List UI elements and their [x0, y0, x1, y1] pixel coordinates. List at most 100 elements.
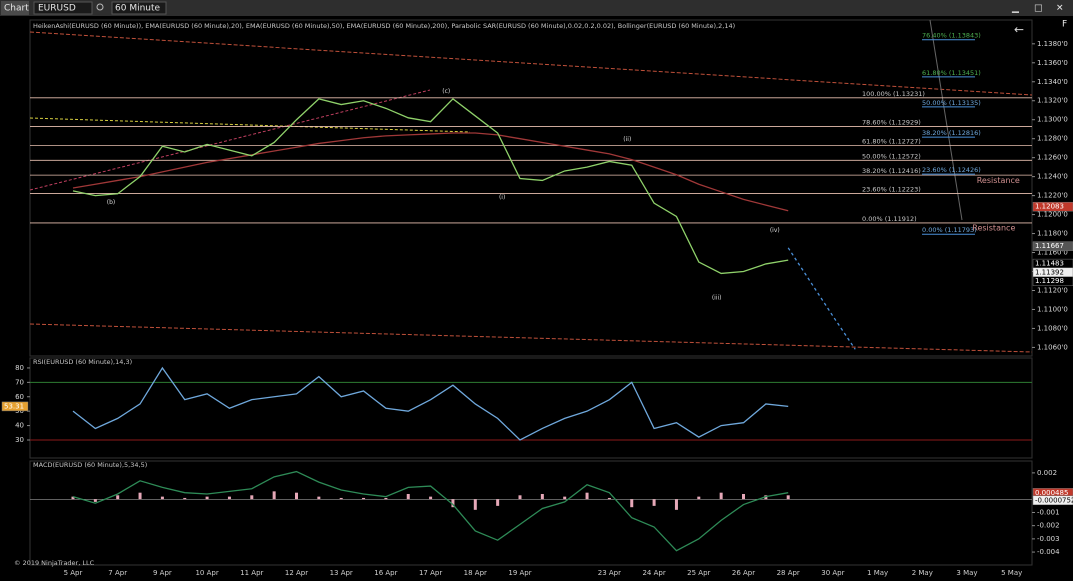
histogram-bar: [362, 497, 366, 500]
value-box-label: 1.11667: [1035, 242, 1064, 250]
macd-panel: [29, 460, 1033, 566]
fib-label: 50.00% (1.12572): [862, 152, 921, 160]
y-tick-label: 0.002: [1037, 469, 1057, 477]
value-box: [1, 401, 29, 412]
histogram-bar: [518, 495, 522, 500]
fib-label: 0.00% (1.11912): [862, 215, 917, 223]
value-box: [1032, 241, 1073, 251]
search-icon[interactable]: [96, 3, 104, 11]
x-tick-label: 18 Apr: [464, 569, 487, 577]
fib-label: 78.60% (1.12929): [862, 118, 921, 126]
value-box: [1032, 495, 1073, 506]
x-tick-label: 10 Apr: [195, 569, 218, 577]
x-tick-label: 13 Apr: [330, 569, 353, 577]
y-tick-label: -0.001: [1037, 508, 1060, 516]
histogram-bar: [540, 493, 544, 500]
histogram-bar: [451, 499, 455, 508]
histogram-bar: [93, 499, 97, 502]
annotation: Resistance: [972, 223, 1015, 232]
annotation: (b): [107, 199, 116, 206]
histogram-bar: [317, 496, 321, 500]
histogram-bar: [339, 497, 343, 500]
x-tick-label: 12 Apr: [285, 569, 308, 577]
x-tick-label: 17 Apr: [419, 569, 442, 577]
annotation: (iv): [770, 227, 780, 234]
trend-line: [29, 89, 431, 191]
y-tick-label: 1.1100'0: [1037, 305, 1068, 313]
annotation: Resistance: [977, 176, 1020, 185]
histogram-bar: [272, 491, 276, 500]
y-tick-label: 1.1120'0: [1037, 286, 1068, 294]
series-line: [787, 247, 856, 350]
price-panel: [29, 19, 1033, 357]
histogram-bar: [496, 499, 500, 506]
value-box-label: 1.12083: [1035, 203, 1064, 211]
histogram-bar: [227, 496, 231, 500]
fib-extension-label: 50.00% (1.13135): [922, 99, 981, 107]
minimize-button[interactable]: ▁: [1011, 4, 1020, 14]
x-tick-label: 1 May: [867, 569, 888, 577]
y-tick-label: 40: [15, 422, 24, 430]
fib-label: 38.20% (1.12416): [862, 167, 921, 175]
histogram-bar: [630, 499, 634, 508]
y-tick-label: 1.1200'0: [1037, 211, 1068, 219]
histogram-bar: [384, 497, 388, 500]
series-line: [72, 470, 789, 552]
y-tick-label: 1.1220'0: [1037, 192, 1068, 200]
trend-line: [29, 117, 471, 133]
x-tick-label: 30 Apr: [821, 569, 844, 577]
histogram-bar: [652, 499, 656, 506]
properties-button[interactable]: F: [1062, 20, 1067, 30]
histogram-bar: [205, 496, 209, 500]
fib-label: 61.80% (1.12727): [862, 138, 921, 146]
interval-select[interactable]: [111, 1, 167, 15]
histogram-bar: [607, 497, 611, 500]
fib-extension-label: 38.20% (1.12816): [922, 129, 981, 137]
instrument-select[interactable]: [33, 1, 93, 15]
x-tick-label: 9 Apr: [153, 569, 172, 577]
value-box-label: 1.11392: [1035, 268, 1064, 276]
histogram-bar: [585, 492, 589, 500]
y-tick-label: 1.1380'0: [1037, 40, 1068, 48]
y-tick-label: 1.1240'0: [1037, 173, 1068, 181]
histogram-bar: [138, 492, 142, 500]
value-box: [1032, 276, 1073, 286]
value-box-label: -0.0000752: [1035, 496, 1073, 504]
x-tick-label: 28 Apr: [777, 569, 800, 577]
series-line: [72, 366, 789, 441]
x-tick-label: 24 Apr: [642, 569, 665, 577]
series-line: [72, 97, 789, 275]
y-tick-label: 70: [15, 378, 24, 386]
y-tick-label: 30: [15, 436, 24, 444]
toolbar: [0, 0, 1073, 16]
y-tick-label: 80: [15, 364, 24, 372]
y-tick-label: 1.1060'0: [1037, 343, 1068, 351]
value-box-label: 53.31: [4, 402, 24, 410]
toolbar-title: Chart: [4, 4, 29, 14]
histogram-bar: [295, 492, 298, 500]
trend-channel: [29, 323, 1033, 353]
x-tick-label: 5 Apr: [64, 569, 83, 577]
x-tick-label: 26 Apr: [732, 569, 755, 577]
histogram-bar: [473, 499, 477, 510]
y-tick-label: 1.1160'0: [1037, 249, 1068, 257]
series-line: [72, 132, 789, 212]
histogram-bar: [563, 496, 567, 500]
y-tick-label: -0.004: [1037, 548, 1060, 556]
x-tick-label: 3 May: [956, 569, 977, 577]
y-tick-label: 60: [15, 393, 24, 401]
chart-tab[interactable]: [1, 1, 29, 15]
histogram-bar: [183, 497, 187, 500]
x-tick-label: 23 Apr: [598, 569, 621, 577]
value-box-label: 1.11483: [1035, 260, 1064, 268]
back-arrow[interactable]: ←: [1014, 23, 1024, 37]
fib-fan-line: [929, 19, 963, 221]
y-tick-label: 1.1280'0: [1037, 135, 1068, 143]
maximize-button[interactable]: □: [1034, 4, 1043, 14]
histogram-bar: [742, 493, 745, 500]
panel-title: MACD(EURUSD (60 Minute),5,34,5): [33, 461, 147, 469]
x-tick-label: 11 Apr: [240, 569, 263, 577]
histogram-bar: [786, 495, 790, 500]
copyright: © 2019 NinjaTrader, LLC: [14, 559, 95, 567]
close-button[interactable]: ✕: [1056, 4, 1064, 14]
